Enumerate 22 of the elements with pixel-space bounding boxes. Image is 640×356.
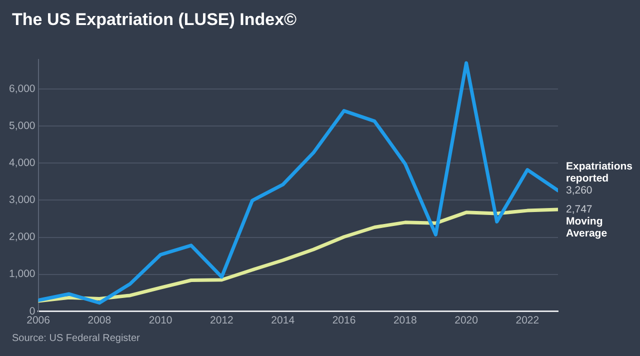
x-tick-label: 2008 — [88, 314, 112, 327]
y-tick-label: 2,000 — [8, 231, 36, 244]
series-label: Moving Average — [566, 215, 608, 240]
x-tick-label: 2018 — [393, 314, 417, 327]
x-tick-label: 2012 — [210, 314, 234, 327]
y-tick-label: 5,000 — [8, 120, 36, 132]
x-tick-label: 2022 — [516, 314, 540, 327]
x-tick-label: 2014 — [271, 314, 295, 327]
data-label: 3,260 — [566, 184, 592, 196]
source-note: Source: US Federal Register — [12, 333, 140, 344]
y-tick-label: 0 — [29, 305, 36, 318]
y-tick-label: 4,000 — [8, 156, 36, 169]
x-tick-label: 2016 — [332, 314, 356, 327]
series-label: Expatriations reported — [566, 160, 633, 184]
chart-title: The US Expatriation (LUSE) Index© — [12, 10, 297, 30]
x-tick-label: 2006 — [26, 314, 50, 327]
x-tick-label: 2020 — [454, 314, 478, 327]
y-tick-label: 1,000 — [8, 268, 36, 280]
y-tick-label: 3,000 — [8, 194, 36, 206]
data-label: 2,747 — [566, 203, 592, 216]
x-tick-label: 2010 — [148, 314, 172, 327]
y-tick-label: 6,000 — [8, 82, 36, 95]
